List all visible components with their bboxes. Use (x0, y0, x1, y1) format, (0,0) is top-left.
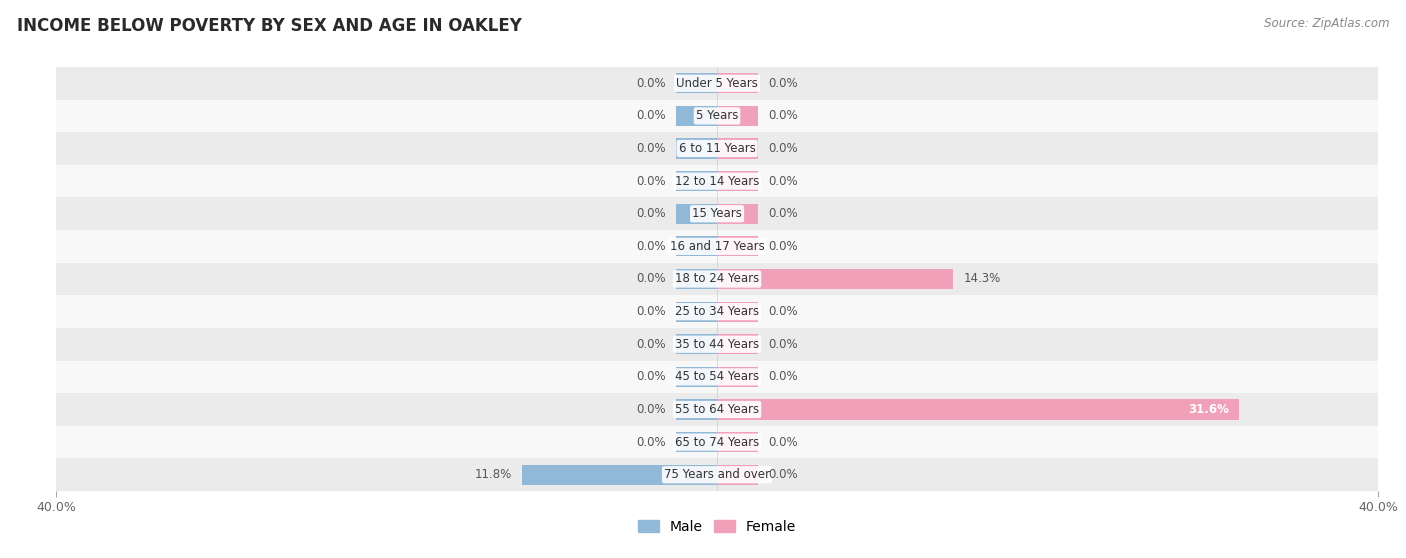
Text: 0.0%: 0.0% (768, 207, 797, 220)
Bar (676, 334, 717, 354)
Text: 14.3%: 14.3% (963, 272, 1001, 286)
Bar (56, 459, 1378, 491)
Bar (56, 360, 1378, 393)
Text: 0.0%: 0.0% (637, 240, 666, 253)
Bar (56, 198, 1378, 230)
Text: 0.0%: 0.0% (637, 272, 666, 286)
Text: 0.0%: 0.0% (637, 338, 666, 351)
Bar (56, 426, 1378, 459)
Bar (717, 432, 758, 452)
Text: 0.0%: 0.0% (768, 305, 797, 318)
Text: 0.0%: 0.0% (768, 142, 797, 155)
Bar (56, 263, 1378, 295)
Bar (717, 138, 758, 158)
Text: 0.0%: 0.0% (768, 77, 797, 90)
Bar (717, 269, 953, 289)
Text: 0.0%: 0.0% (768, 175, 797, 187)
Text: 0.0%: 0.0% (637, 77, 666, 90)
Bar (717, 106, 758, 126)
Text: 0.0%: 0.0% (768, 371, 797, 383)
Text: Under 5 Years: Under 5 Years (676, 77, 758, 90)
Text: 6 to 11 Years: 6 to 11 Years (679, 142, 755, 155)
Bar (717, 301, 758, 322)
Bar (676, 171, 717, 191)
Bar (717, 73, 758, 93)
Bar (717, 465, 758, 485)
Text: 0.0%: 0.0% (768, 468, 797, 481)
Text: 0.0%: 0.0% (637, 436, 666, 449)
Text: 0.0%: 0.0% (768, 338, 797, 351)
Text: 18 to 24 Years: 18 to 24 Years (675, 272, 759, 286)
Text: 31.6%: 31.6% (1188, 403, 1229, 416)
Text: 0.0%: 0.0% (637, 403, 666, 416)
Bar (56, 328, 1378, 360)
Bar (676, 269, 717, 289)
Bar (676, 301, 717, 322)
Text: 5 Years: 5 Years (696, 109, 738, 122)
Text: 15 Years: 15 Years (692, 207, 742, 220)
Text: 0.0%: 0.0% (768, 436, 797, 449)
Bar (676, 236, 717, 257)
Text: 75 Years and over: 75 Years and over (664, 468, 770, 481)
Bar (56, 67, 1378, 99)
Bar (56, 132, 1378, 165)
Bar (56, 165, 1378, 198)
Text: 0.0%: 0.0% (637, 142, 666, 155)
Text: 0.0%: 0.0% (768, 109, 797, 122)
Text: 35 to 44 Years: 35 to 44 Years (675, 338, 759, 351)
Text: 65 to 74 Years: 65 to 74 Years (675, 436, 759, 449)
Text: 25 to 34 Years: 25 to 34 Years (675, 305, 759, 318)
Bar (56, 393, 1378, 426)
Bar (56, 230, 1378, 263)
Text: 12 to 14 Years: 12 to 14 Years (675, 175, 759, 187)
Bar (717, 334, 758, 354)
Bar (56, 99, 1378, 132)
Bar (676, 204, 717, 224)
Bar (717, 400, 1239, 420)
Bar (676, 367, 717, 387)
Text: 55 to 64 Years: 55 to 64 Years (675, 403, 759, 416)
Legend: Male, Female: Male, Female (633, 514, 801, 539)
Bar (676, 73, 717, 93)
Bar (717, 367, 758, 387)
Bar (676, 432, 717, 452)
Text: 0.0%: 0.0% (637, 305, 666, 318)
Text: 0.0%: 0.0% (768, 240, 797, 253)
Text: 0.0%: 0.0% (637, 175, 666, 187)
Text: 0.0%: 0.0% (637, 207, 666, 220)
Text: 0.0%: 0.0% (637, 371, 666, 383)
Bar (522, 465, 717, 485)
Bar (56, 295, 1378, 328)
Text: 16 and 17 Years: 16 and 17 Years (669, 240, 765, 253)
Bar (717, 171, 758, 191)
Text: 0.0%: 0.0% (637, 109, 666, 122)
Text: 45 to 54 Years: 45 to 54 Years (675, 371, 759, 383)
Bar (717, 236, 758, 257)
Text: 11.8%: 11.8% (475, 468, 512, 481)
Bar (676, 138, 717, 158)
Text: Source: ZipAtlas.com: Source: ZipAtlas.com (1264, 17, 1389, 30)
Bar (676, 400, 717, 420)
Bar (676, 106, 717, 126)
Bar (717, 204, 758, 224)
Text: INCOME BELOW POVERTY BY SEX AND AGE IN OAKLEY: INCOME BELOW POVERTY BY SEX AND AGE IN O… (17, 17, 522, 35)
